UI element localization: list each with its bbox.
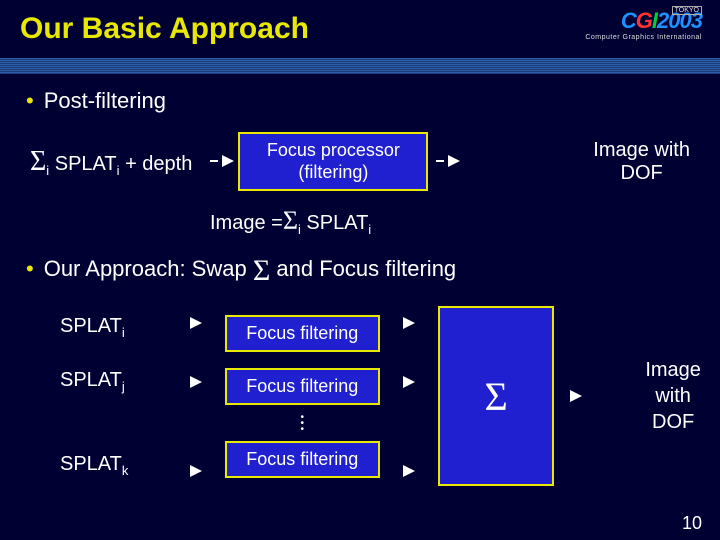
image-prefix: Image = [210,212,283,234]
splat-item: SPLATi [60,300,167,354]
arrow-icon [436,153,464,171]
arrow-icon [167,368,225,394]
bullet-our-approach: • Our Approach: Swap Σ and Focus filterin… [26,254,456,288]
box-line2: (filtering) [254,162,412,184]
arrow-icon [380,368,438,394]
logo-tokyo: TOKYO [672,6,702,15]
image-sum-row: Image =Σi SPLATi [210,206,371,237]
result-image-dof: Image with DOF [626,357,720,435]
splat-text: SPLAT [301,212,368,234]
depth-text: + depth [120,153,193,175]
sum-box: Σ [438,306,554,486]
arrow-icon [167,309,225,335]
filter-column: Focus filtering Focus filtering ••• Focu… [225,315,380,478]
result-line2: DOF [626,409,720,435]
arrow-icon [167,457,225,483]
splat-item: SPLATj [60,354,167,408]
splat-text: SPLAT [49,153,116,175]
result-line1: Image with [626,357,720,409]
logo-g: G [636,8,652,33]
arrow-icon [380,457,438,483]
result-line2: DOF [593,162,690,185]
focus-filtering-box: Focus filtering [225,315,380,352]
arrow-column [167,301,225,491]
result-image-dof: Image with DOF [593,139,690,185]
focus-filtering-box: Focus filtering [225,368,380,405]
bullet1-text: Post-filtering [44,88,166,113]
arrow-icon [380,309,438,335]
conference-logo: TOKYO CGI2003 Computer Graphics Internat… [585,8,702,41]
bullet-dot-icon: • [26,256,34,281]
post-filtering-row: Σi SPLATi + depth Focus processor (filte… [30,132,690,191]
result-line1: Image with [593,139,690,162]
divider-bar [0,58,720,74]
arrow-column [380,301,438,491]
bullet-post-filtering: • Post-filtering [26,88,166,114]
sigma-symbol: Σ [253,254,270,287]
focus-filtering-box: Focus filtering [225,441,380,478]
splat-item: SPLATk [60,438,167,492]
splat-sub: i [368,222,371,237]
vertical-ellipsis-icon: ••• [225,415,380,433]
bullet-dot-icon: • [26,88,34,113]
bullet2-prefix: Our Approach: Swap [44,256,253,281]
bullet2-suffix: and Focus filtering [270,256,456,281]
logo-c: C [621,8,636,33]
focus-processor-box: Focus processor (filtering) [238,132,428,191]
page-number: 10 [682,513,702,534]
logo-subtitle: Computer Graphics International [585,34,702,41]
sigma-symbol: Σ [30,146,46,177]
input-expr: Σi SPLATi + depth [30,146,192,178]
approach-diagram: SPLATi SPLATj SPLATk Focus filtering Foc… [60,300,720,492]
sigma-symbol: Σ [283,206,298,235]
box-line1: Focus processor [254,140,412,162]
arrow-icon [566,387,586,405]
slide-title: Our Basic Approach [20,12,309,46]
arrow-icon [210,153,238,171]
splat-column: SPLATi SPLATj SPLATk [60,300,167,492]
